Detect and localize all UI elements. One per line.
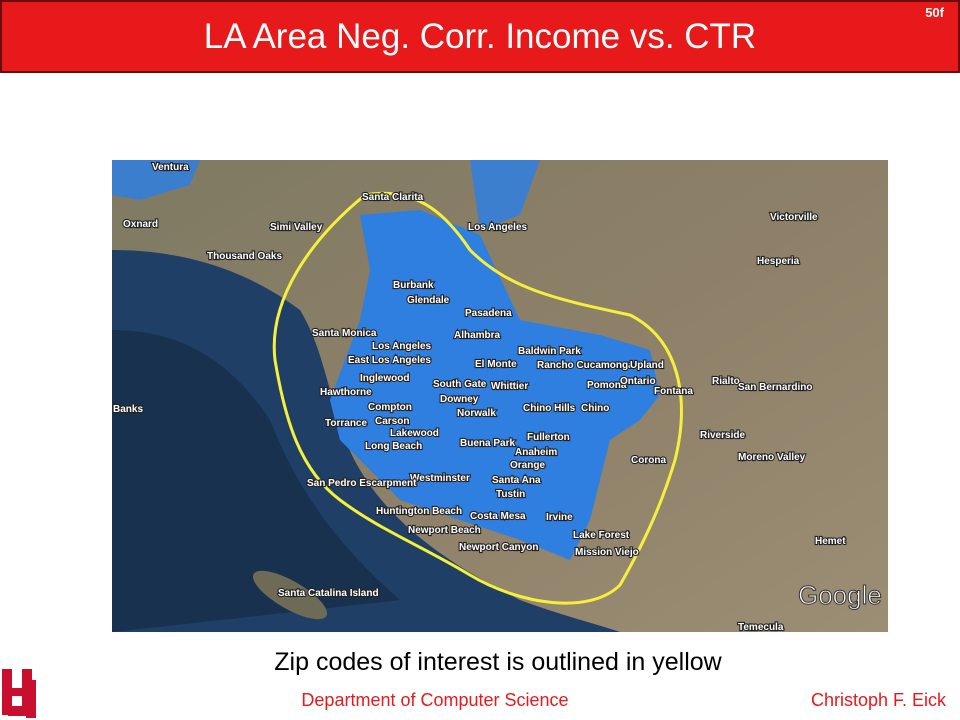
map-label: Oxnard bbox=[123, 219, 158, 230]
map-label: Huntington Beach bbox=[376, 506, 462, 517]
header-bar bbox=[0, 0, 960, 73]
map-label: Inglewood bbox=[360, 373, 409, 384]
footer-department: Department of Computer Science bbox=[301, 690, 568, 710]
deep-ocean bbox=[112, 330, 400, 632]
map-label: Upland bbox=[630, 360, 664, 371]
map-label: Glendale bbox=[407, 295, 450, 306]
map-label: Anaheim bbox=[515, 447, 557, 458]
map-label: Newport Beach bbox=[408, 525, 481, 536]
map-label: Santa Catalina Island bbox=[278, 588, 379, 599]
map-label: Pasadena bbox=[465, 308, 512, 319]
map-label: Chino bbox=[581, 403, 609, 414]
map-label: Irvine bbox=[546, 512, 573, 523]
map-label: Newport Canyon bbox=[459, 542, 538, 553]
map-label: Hemet bbox=[815, 536, 846, 547]
map-label: San Bernardino bbox=[738, 382, 812, 393]
map-label: Banks bbox=[113, 404, 143, 415]
map-label: Moreno Valley bbox=[738, 452, 806, 463]
slide-number: 50f bbox=[925, 5, 944, 20]
map-label: Torrance bbox=[325, 418, 367, 429]
map: Ventura Oxnard Simi Valley Thousand Oaks… bbox=[112, 160, 888, 633]
map-label: Hawthorne bbox=[320, 387, 372, 398]
map-label: Ventura bbox=[152, 162, 189, 173]
map-label: Costa Mesa bbox=[470, 511, 526, 522]
map-label: Mission Viejo bbox=[575, 547, 639, 558]
map-logo: Google bbox=[798, 580, 882, 610]
map-label: Lake Forest bbox=[573, 530, 630, 541]
island bbox=[252, 570, 328, 620]
map-label: Fullerton bbox=[527, 432, 570, 443]
map-label: Corona bbox=[631, 455, 666, 466]
map-label: Norwalk bbox=[457, 408, 496, 419]
map-label: Buena Park bbox=[460, 438, 515, 449]
map-label: South Gate bbox=[433, 379, 487, 390]
map-label: Burbank bbox=[393, 280, 434, 291]
map-label: Victorville bbox=[770, 212, 818, 223]
map-label: Los Angeles bbox=[468, 222, 528, 233]
map-label: Rialto bbox=[712, 376, 740, 387]
map-label: Temecula bbox=[738, 622, 784, 633]
map-label: Thousand Oaks bbox=[207, 251, 282, 262]
map-label: Compton bbox=[368, 402, 412, 413]
map-label: Baldwin Park bbox=[518, 346, 581, 357]
map-label: Ontario bbox=[620, 376, 656, 387]
map-label: Westminster bbox=[410, 473, 470, 484]
map-label: Orange bbox=[510, 460, 545, 471]
map-label: Rancho Cucamonga bbox=[537, 360, 634, 371]
map-label: Pomona bbox=[587, 380, 627, 391]
map-label: Santa Monica bbox=[312, 328, 377, 339]
map-label: Carson bbox=[375, 416, 409, 427]
map-label: Downey bbox=[440, 394, 479, 405]
map-label: East Los Angeles bbox=[348, 355, 431, 366]
map-label: Simi Valley bbox=[270, 222, 323, 233]
map-label: San Pedro Escarpment bbox=[307, 478, 417, 489]
slide-title: LA Area Neg. Corr. Income vs. CTR bbox=[204, 17, 756, 56]
map-label: Long Beach bbox=[365, 441, 422, 452]
map-label: El Monte bbox=[475, 359, 517, 370]
map-label: Fontana bbox=[654, 386, 693, 397]
zip-region bbox=[330, 210, 660, 560]
map-label: Riverside bbox=[700, 430, 745, 441]
caption: Zip codes of interest is outlined in yel… bbox=[274, 648, 722, 676]
map-label: Santa Clarita bbox=[362, 192, 424, 203]
outline bbox=[272, 191, 683, 605]
map-label: Tustin bbox=[496, 489, 525, 500]
map-label: Chino Hills bbox=[523, 403, 576, 414]
map-label: Los Angeles bbox=[372, 341, 432, 352]
footer-author: Christoph F. Eick bbox=[811, 690, 947, 710]
map-label: Hesperia bbox=[757, 256, 800, 267]
zip-region-north bbox=[112, 160, 540, 230]
uh-logo bbox=[2, 669, 36, 718]
map-label: Alhambra bbox=[454, 330, 501, 341]
map-label: Lakewood bbox=[390, 428, 439, 439]
map-label: Whittier bbox=[491, 381, 528, 392]
map-label: Santa Ana bbox=[492, 475, 541, 486]
